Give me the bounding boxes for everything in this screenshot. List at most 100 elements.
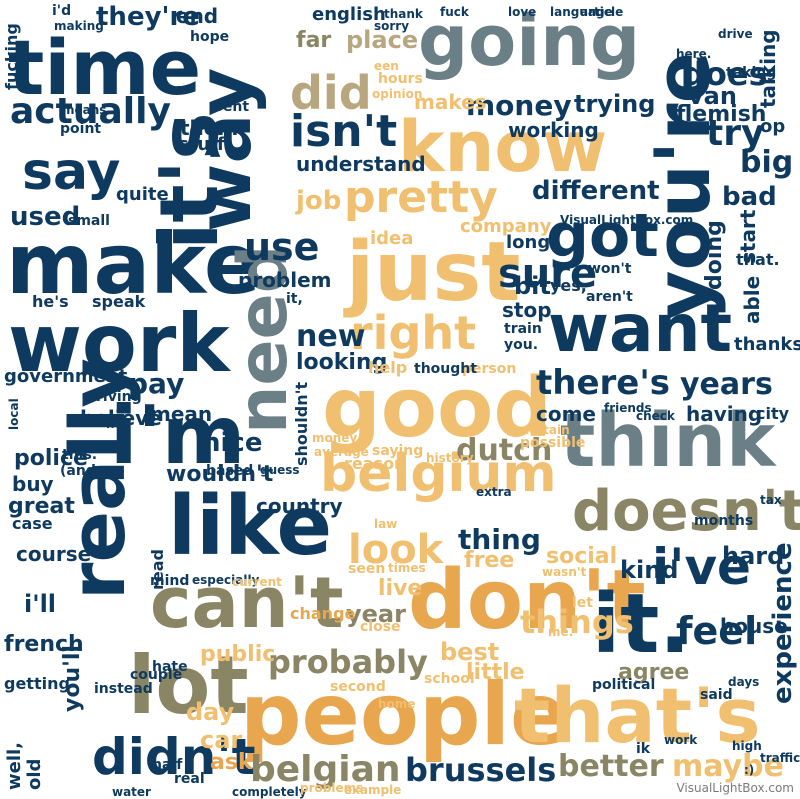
word-doesnt: doesn't [572,479,800,544]
word-well: old [24,758,45,790]
word-understand: understand [296,152,426,176]
word-did: did [290,66,372,120]
word-working: working [508,118,599,142]
word-instead: half [152,757,183,773]
word-police: police [14,446,88,471]
word-possible: certain [522,423,570,437]
word-come: doing [702,220,727,290]
word-theyre: they're [96,2,200,32]
word-just: just [346,225,521,320]
word-let: political [592,677,656,693]
word-small: quite [116,184,169,205]
word-taking: fucking [2,23,21,90]
word-work-small: tax [760,493,782,507]
word-thing: thing [458,523,541,556]
word-school: mind [150,573,190,589]
word-looking: looking [296,350,388,375]
word-average: money [312,431,358,445]
word-example: problems [300,781,364,795]
word-dutch: dutch [456,433,553,468]
word-social: social [546,544,618,569]
word-it-comma: let [572,595,593,611]
word-company: aren't [586,289,633,305]
word-think: think [560,398,776,484]
word-pay: pay [128,367,185,400]
word-traffic: :) [744,763,755,777]
word-real: ik [636,741,651,757]
word-years: years [680,367,773,402]
word-day: day [186,698,235,726]
word-van: van [688,82,737,110]
word-nice: nice [202,428,263,458]
word-you: city [756,404,790,423]
word-history: average [314,445,369,459]
word-guess: shouldn't [292,381,311,466]
word-dont: don't [408,553,646,648]
word-thanks: he's [32,292,69,311]
word-belgian: belgian [250,749,401,790]
word-months: days [728,675,760,689]
word-job: job [296,186,342,216]
word-things: things [520,603,634,641]
word-thats: that's [514,671,761,760]
word-belgium: belgium [320,444,557,504]
word-buy: course [16,542,92,566]
word-mean: het [106,417,129,431]
word-tax: wasn't [542,565,587,579]
word-feel: feel [676,609,758,653]
word-het: buy [12,472,54,496]
word-work: work [8,297,230,390]
word-year: year [346,600,406,628]
word-good: good [322,361,553,456]
word-quite: believe [80,406,162,430]
word-believe: mean [150,402,213,426]
word-it-dot: it. [592,577,691,672]
word-means: point [60,121,102,137]
word-place: place [346,26,419,54]
word-language: article [580,5,624,19]
word-water: extra [476,485,512,499]
word-smiley: experience [768,542,798,704]
word-kind: kind [620,556,679,584]
word-certain: friends [604,401,652,415]
word-and: this. [62,447,98,463]
word-far: far [296,28,332,53]
word-maybe: maybe [672,749,784,784]
word-does: does [682,55,768,93]
word-hope: won't [588,261,632,277]
word-extra: work [664,733,698,747]
word-hard: hard [722,542,785,570]
word-house: said [700,687,733,703]
word-going: going [418,0,641,82]
word-like: like [168,479,333,574]
word-fucking: making [54,19,104,33]
word-driving: guess [260,463,300,477]
word-experience: local [7,398,21,430]
word-government: government [4,366,128,387]
word-public: public [200,642,276,667]
word-talking: thanks [734,334,800,355]
word-new: new [296,319,366,354]
word-times: opinion [372,87,423,101]
word-person: reason [344,454,406,473]
word-fuck: love [508,5,537,19]
word-opinion: een [374,59,399,73]
word-second: home [378,697,416,711]
word-stuff: small [68,213,110,229]
word-cant: can't [150,562,344,644]
word-current: months [694,513,754,529]
word-isnt: isn't [290,106,398,157]
word-local: (and [60,463,96,479]
word-een: hours [378,71,423,87]
word-here: taking [726,65,777,81]
word-pretty: pretty [344,172,498,223]
word-completely: example [344,783,402,797]
word-time: time [8,23,202,112]
word-change: hate [152,659,188,675]
word-city: op [760,116,786,137]
word-different: different [532,176,660,206]
word-based: completely [232,785,307,799]
word-getting: house [720,614,788,638]
word-ive: i've [652,538,751,596]
word-said: having [686,402,763,426]
